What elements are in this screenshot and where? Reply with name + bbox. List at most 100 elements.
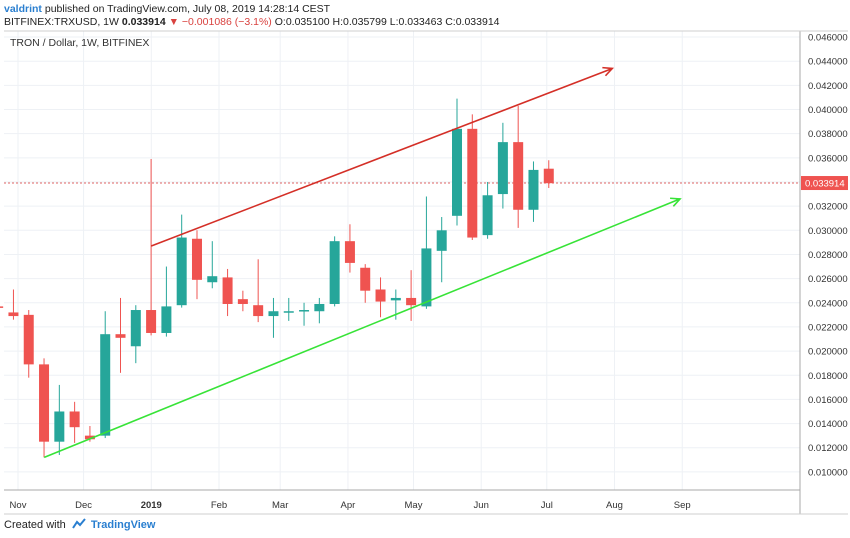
candle-body	[39, 364, 50, 442]
arrowhead-icon	[602, 66, 615, 77]
candle-down	[0, 306, 4, 308]
x-tick-label: Mar	[272, 500, 288, 511]
y-tick-label: 0.016000	[808, 395, 848, 406]
candle-down	[360, 264, 371, 303]
candle-body	[375, 289, 386, 302]
candle-body	[360, 267, 371, 291]
candle-down	[69, 401, 80, 443]
arrowhead-icon	[670, 197, 682, 207]
candle-body	[467, 128, 478, 238]
y-tick-label: 0.042000	[808, 81, 848, 92]
candle-down	[23, 310, 34, 378]
current-price-label: 0.033914	[801, 176, 848, 191]
candle-up	[161, 266, 172, 337]
candle-down	[513, 105, 524, 228]
candle-up	[207, 241, 218, 289]
y-tick-label: 0.010000	[808, 467, 848, 478]
y-tick-label: 0.020000	[808, 347, 848, 358]
y-tick-label: 0.036000	[808, 153, 848, 164]
candle-up	[452, 98, 462, 226]
candle-body	[161, 306, 172, 333]
candle-body	[69, 411, 80, 428]
publish-info: valdrint published on TradingView.com, J…	[4, 3, 330, 15]
y-tick-label: 0.046000	[808, 33, 848, 44]
trendline-lower-line[interactable]	[43, 198, 681, 459]
candle-body	[390, 297, 401, 301]
trendline-upper-line[interactable]	[150, 67, 613, 247]
candle-body	[0, 306, 4, 308]
candle-up	[436, 217, 447, 283]
candle-down	[237, 290, 248, 312]
candles	[0, 98, 554, 458]
candle-body	[8, 312, 19, 317]
trendline-upper[interactable]	[150, 66, 615, 247]
current-price-box	[801, 176, 848, 191]
x-tick-label: Nov	[10, 500, 27, 511]
y-tick-label: 0.028000	[808, 250, 848, 261]
price-chart[interactable]: TRON / Dollar, 1W, BITFINEX 0.0100000.01…	[0, 30, 850, 516]
candle-body	[115, 334, 126, 338]
y-tick-label: 0.038000	[808, 129, 848, 140]
x-tick-label: Jun	[474, 500, 489, 511]
last-price: 0.033914	[121, 16, 166, 28]
candle-up	[100, 311, 111, 439]
candle-body	[100, 334, 111, 436]
candle-body	[452, 128, 462, 216]
ohlc-info: BITFINEX:TRXUSD, 1W 0.033914 ▼ −0.001086…	[4, 16, 500, 28]
candle-body	[344, 241, 355, 263]
candle-up	[314, 297, 325, 324]
y-tick-label: 0.022000	[808, 322, 848, 333]
candle-body	[268, 311, 279, 317]
y-tick-label: 0.014000	[808, 419, 848, 430]
candle-up	[130, 305, 141, 364]
candle-down	[406, 270, 417, 321]
y-tick-label: 0.026000	[808, 274, 848, 285]
candle-body	[176, 237, 187, 306]
candle-body	[482, 195, 493, 236]
y-tick-label: 0.040000	[808, 105, 848, 116]
trendline-lower[interactable]	[43, 197, 682, 459]
candle-body	[543, 168, 554, 184]
candle-up	[482, 181, 493, 239]
candle-body	[513, 142, 524, 210]
trendlines[interactable]	[43, 66, 682, 459]
candle-body	[436, 230, 447, 251]
candle-down	[39, 358, 50, 458]
candle-body	[253, 305, 264, 317]
current-price-value: 0.033914	[805, 179, 845, 190]
candle-body	[130, 310, 141, 347]
candle-down	[467, 114, 478, 240]
tradingview-logo-icon	[71, 518, 86, 529]
chart-grid	[4, 31, 800, 490]
candle-down	[375, 277, 386, 318]
candle-up	[176, 214, 187, 308]
y-tick-label: 0.030000	[808, 226, 848, 237]
axes: 0.010000 0.012000 0.014000 0.016000 0.018000…	[4, 30, 848, 515]
x-tick-label: Apr	[341, 500, 356, 511]
candle-body	[23, 314, 34, 365]
candle-up	[283, 297, 294, 321]
candle-up	[268, 297, 279, 338]
x-tick-label: Aug	[606, 500, 623, 511]
candle-up	[329, 236, 340, 307]
candle-down	[543, 160, 554, 189]
symbol-label: BITFINEX:TRXUSD, 1W	[4, 16, 119, 28]
candle-body	[421, 248, 432, 307]
x-tick-label: Jul	[541, 500, 553, 511]
candle-down	[115, 297, 126, 373]
candle-up	[421, 196, 432, 309]
change-arrow-icon: ▼	[168, 16, 179, 28]
candle-body	[299, 310, 310, 312]
candle-body	[54, 411, 65, 442]
candle-body	[146, 310, 157, 333]
y-tick-label: 0.032000	[808, 202, 848, 213]
tradingview-brand-link[interactable]: TradingView	[90, 519, 156, 531]
candle-down	[344, 224, 355, 273]
x-tick-label: May	[405, 500, 423, 511]
author-link[interactable]: valdrint	[4, 3, 42, 15]
y-tick-label: 0.044000	[808, 57, 848, 68]
x-tick-label: 2019	[141, 500, 162, 511]
candle-body	[314, 303, 325, 312]
candle-body	[329, 241, 340, 304]
candle-down	[146, 159, 157, 336]
